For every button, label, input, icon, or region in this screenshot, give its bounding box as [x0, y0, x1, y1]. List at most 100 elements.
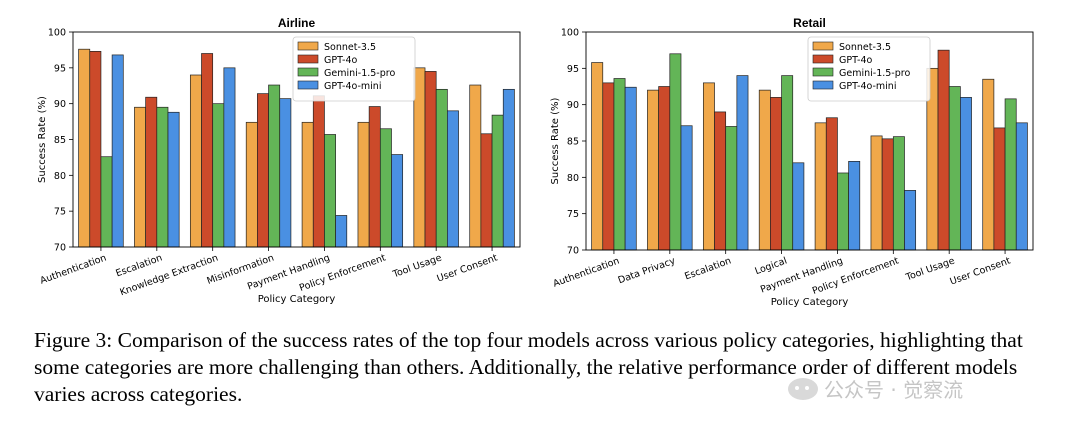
bar-gpt-4o-logical — [770, 97, 782, 251]
y-tick-label: 85 — [567, 137, 579, 148]
y-tick-label: 95 — [567, 64, 579, 75]
bar-gpt-4o-data-privacy — [658, 86, 671, 251]
bar-gpt-4o-mini-logical — [792, 162, 805, 251]
bar-sonnet-3-5-knowledge-extraction — [189, 74, 202, 248]
y-tick-label: 95 — [54, 63, 66, 74]
bar-gpt-4o-tool-usage — [937, 49, 950, 251]
bar-gpt-4o-mini-policy-enforcement — [391, 154, 404, 248]
legend: Sonnet-3.5 GPT-4o Gemini-1.5-pro GPT-4o-min… — [292, 36, 416, 102]
y-tick-label: 75 — [567, 209, 579, 220]
bar-sonnet-3-5-payment-handling — [301, 121, 314, 248]
legend-swatch — [812, 80, 834, 90]
legend-label: GPT-4o — [324, 55, 357, 66]
bar-sonnet-3-5-user-consent — [982, 78, 995, 251]
bar-sonnet-3-5-payment-handling — [814, 122, 827, 251]
bar-gpt-4o-user-consent — [993, 127, 1006, 251]
legend: Sonnet-3.5 GPT-4o Gemini-1.5-pro GPT-4o-min… — [807, 36, 931, 102]
bar-gpt-4o-mini-knowledge-extraction — [223, 67, 236, 248]
bar-gpt-4o-mini-tool-usage — [447, 110, 459, 248]
y-tick-label: 80 — [567, 173, 579, 184]
bar-gemini-1-5-pro-tool-usage — [435, 88, 448, 248]
bar-sonnet-3-5-policy-enforcement — [870, 135, 883, 251]
figure-caption: Figure 3: Comparison of the success rate… — [34, 328, 1023, 406]
chart-title: Retail — [793, 16, 826, 30]
y-tick-label: 85 — [54, 135, 66, 146]
legend-box — [292, 36, 416, 102]
x-tick-label: User Consent — [948, 255, 1012, 287]
bar-gpt-4o-user-consent — [480, 133, 493, 248]
legend-swatch — [812, 41, 834, 51]
bar-sonnet-3-5-data-privacy — [647, 89, 659, 251]
bar-gemini-1-5-pro-user-consent — [491, 114, 504, 248]
x-tick-label: Escalation — [683, 255, 732, 282]
bar-sonnet-3-5-logical — [758, 89, 771, 251]
legend-label: Gemini-1.5-pro — [839, 68, 910, 79]
bar-gpt-4o-mini-policy-enforcement — [904, 190, 917, 251]
bar-gpt-4o-mini-escalation — [167, 111, 180, 248]
y-tick-label: 70 — [54, 243, 66, 254]
bar-sonnet-3-5-user-consent — [469, 84, 482, 248]
x-tick-label: Authentication — [552, 255, 621, 289]
x-tick-label: Logical — [754, 255, 789, 277]
bar-sonnet-3-5-tool-usage — [413, 67, 426, 248]
bar-gemini-1-5-pro-knowledge-extraction — [212, 103, 225, 248]
legend-label: Sonnet-3.5 — [324, 42, 376, 53]
bar-gemini-1-5-pro-authentication — [100, 156, 113, 248]
bar-sonnet-3-5-misinformation — [245, 121, 258, 248]
bar-sonnet-3-5-escalation — [702, 82, 715, 251]
wechat-icon — [788, 377, 818, 400]
bar-gemini-1-5-pro-policy-enforcement — [379, 128, 392, 248]
bar-gpt-4o-policy-enforcement — [881, 138, 894, 251]
x-tick-label: Knowledge Extraction — [118, 252, 219, 298]
x-tick-label: Data Privacy — [617, 255, 678, 286]
bar-gemini-1-5-pro-data-privacy — [669, 53, 682, 251]
legend-label: Sonnet-3.5 — [839, 42, 891, 53]
x-tick-label: Authentication — [39, 252, 108, 286]
legend-swatch — [297, 67, 319, 77]
bar-gpt-4o-payment-handling — [825, 117, 838, 251]
x-axis-label: Policy Category — [771, 297, 849, 308]
bar-sonnet-3-5-policy-enforcement — [357, 121, 370, 248]
y-tick-label: 100 — [48, 28, 66, 39]
bar-sonnet-3-5-escalation — [134, 106, 146, 248]
bar-gpt-4o-mini-tool-usage — [960, 97, 972, 251]
bar-sonnet-3-5-authentication — [78, 48, 91, 248]
legend-label: GPT-4o — [839, 55, 872, 66]
bar-gemini-1-5-pro-policy-enforcement — [892, 136, 905, 251]
bar-gpt-4o-mini-payment-handling — [335, 215, 348, 248]
bar-gpt-4o-mini-data-privacy — [680, 125, 693, 251]
chart-title: Airline — [278, 16, 316, 30]
legend-label: Gemini-1.5-pro — [324, 68, 395, 79]
bar-gpt-4o-escalation — [145, 96, 158, 248]
legend-swatch — [297, 54, 319, 64]
bar-gpt-4o-authentication — [89, 50, 102, 248]
bar-gemini-1-5-pro-payment-handling — [837, 172, 849, 251]
x-axis-label: Policy Category — [258, 294, 336, 305]
bar-gpt-4o-tool-usage — [424, 71, 437, 248]
bar-gpt-4o-misinformation — [257, 93, 269, 248]
bar-gemini-1-5-pro-logical — [781, 75, 794, 251]
bar-gpt-4o-authentication — [602, 82, 615, 251]
x-tick-label: User Consent — [435, 252, 499, 284]
bar-gpt-4o-payment-handling — [312, 95, 325, 248]
bar-gemini-1-5-pro-user-consent — [1004, 98, 1017, 251]
y-tick-label: 90 — [567, 100, 579, 111]
legend-swatch — [297, 41, 319, 51]
y-axis-label: Success Rate (%) — [550, 97, 561, 184]
bar-gemini-1-5-pro-escalation — [725, 126, 738, 251]
legend-swatch — [812, 67, 834, 77]
bar-gpt-4o-mini-user-consent — [502, 88, 515, 248]
bar-gpt-4o-mini-escalation — [736, 75, 749, 251]
bar-gemini-1-5-pro-misinformation — [268, 84, 281, 248]
bar-gemini-1-5-pro-tool-usage — [948, 86, 961, 251]
bar-gpt-4o-mini-authentication — [111, 54, 124, 248]
bar-gemini-1-5-pro-payment-handling — [324, 134, 336, 248]
legend-swatch — [812, 54, 834, 64]
bar-gemini-1-5-pro-authentication — [613, 78, 626, 251]
y-tick-label: 90 — [54, 99, 66, 110]
legend-label: GPT-4o-mini — [839, 81, 896, 92]
legend-box — [807, 36, 931, 102]
legend-label: GPT-4o-mini — [324, 81, 381, 92]
